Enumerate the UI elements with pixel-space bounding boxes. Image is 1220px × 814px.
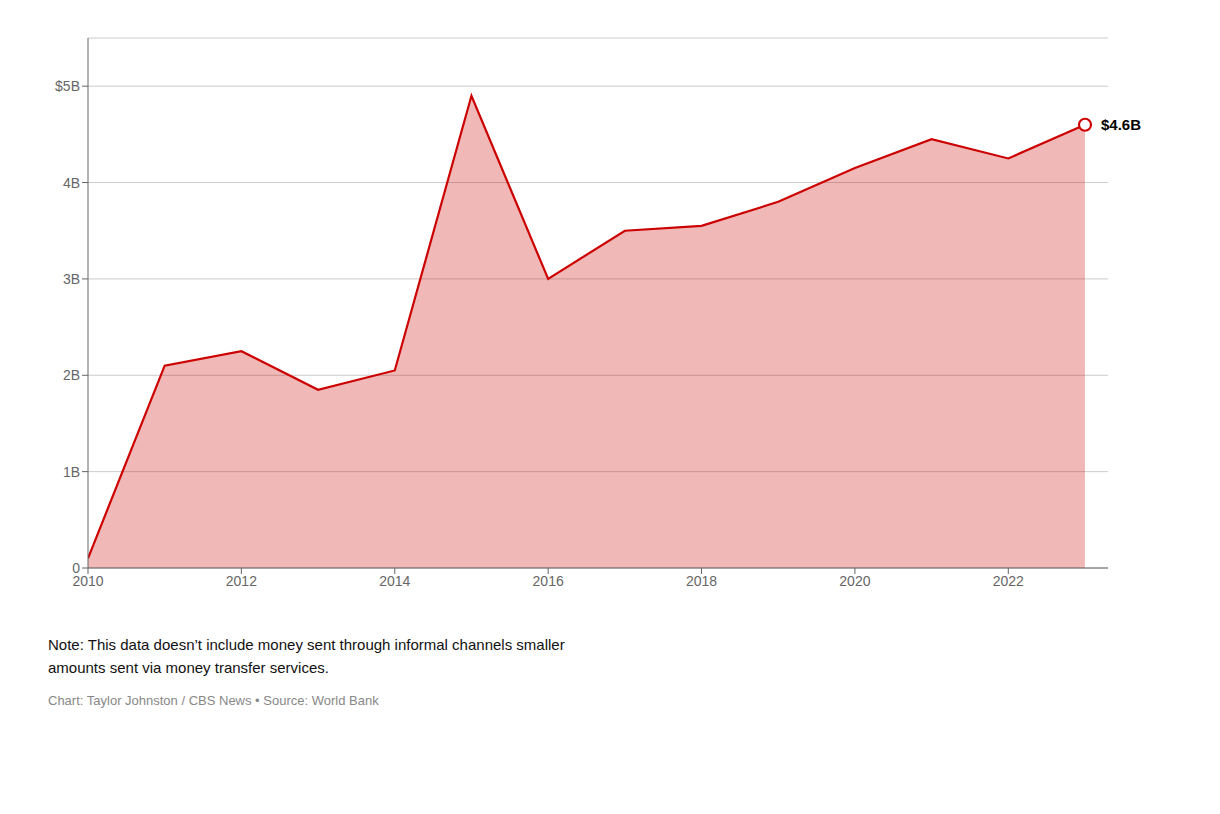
svg-text:$5B: $5B: [55, 78, 80, 94]
svg-text:0: 0: [72, 560, 80, 576]
svg-text:2018: 2018: [686, 573, 717, 589]
svg-text:3B: 3B: [63, 271, 80, 287]
svg-text:2010: 2010: [72, 572, 104, 589]
html-text:Chart: Taylor Johnston / CBS N: Chart: Taylor Johnston / CBS News • Sour…: [48, 693, 379, 708]
html-text:Note: This data doesn’t includ: Note: This data doesn’t include money se…: [48, 636, 565, 653]
svg-text:$4.6B: $4.6B: [1101, 116, 1141, 133]
svg-text:2B: 2B: [63, 367, 80, 383]
svg-text:2020: 2020: [839, 573, 870, 589]
html-text:amounts sent via money transfe: amounts sent via money transfer services…: [48, 658, 329, 676]
svg-text:4B: 4B: [63, 175, 80, 191]
svg-text:2014: 2014: [379, 573, 410, 589]
svg-text:2022: 2022: [993, 573, 1024, 589]
svg-text:1B: 1B: [63, 464, 80, 480]
svg-text:2016: 2016: [533, 573, 564, 589]
svg-text:2012: 2012: [226, 573, 257, 589]
